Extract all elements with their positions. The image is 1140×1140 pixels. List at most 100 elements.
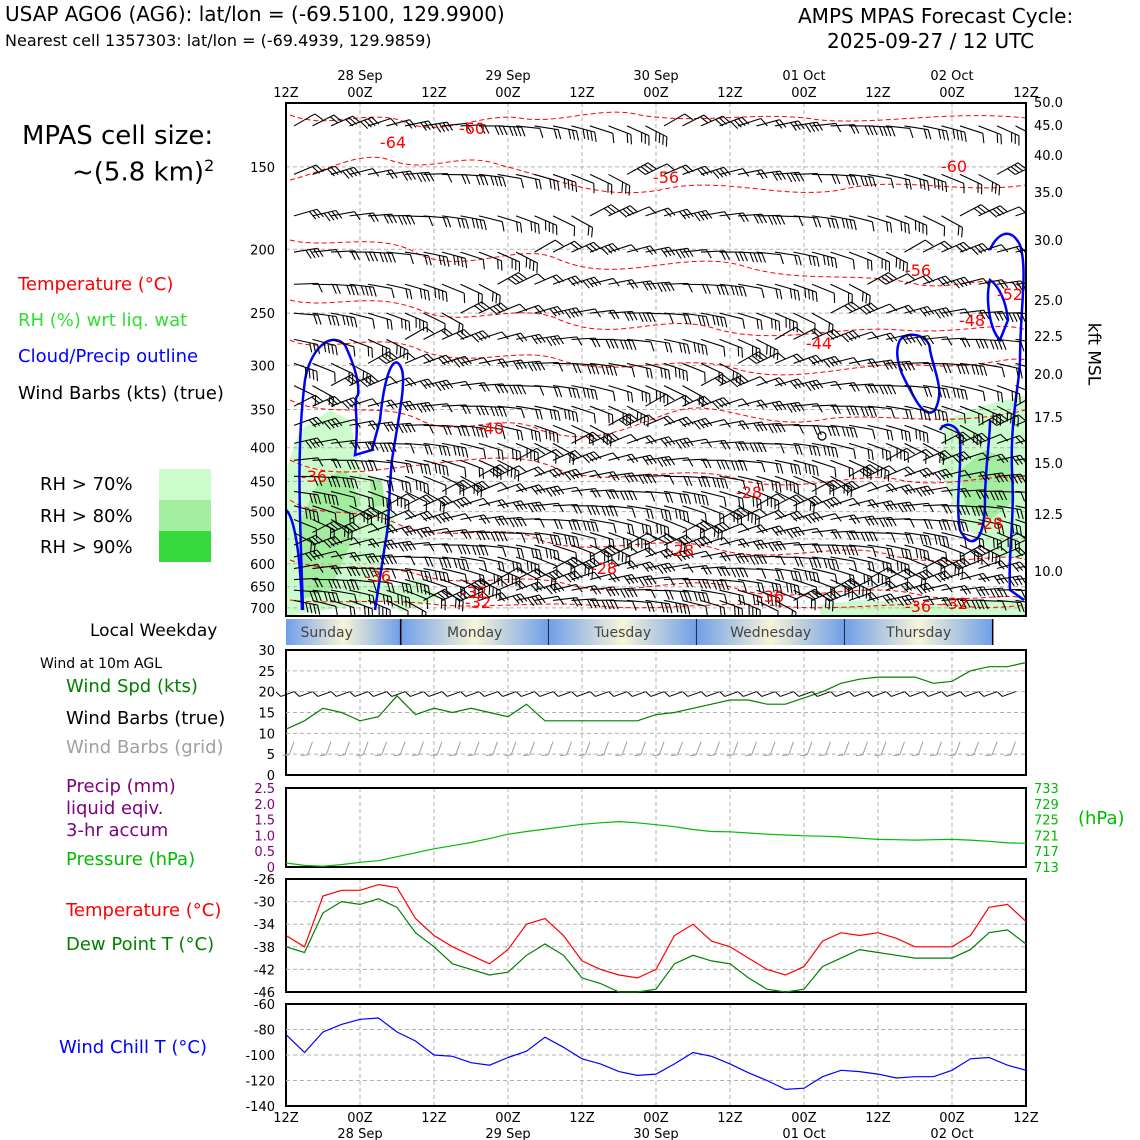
barb-feather (978, 413, 980, 424)
barb-feather (849, 515, 857, 525)
barb-feather (845, 218, 849, 229)
barb-feather (853, 220, 857, 231)
barb-feather (923, 307, 931, 316)
wind-barb (404, 459, 432, 476)
barb-feather (404, 319, 407, 330)
barb-feather (946, 597, 953, 607)
barb-feather (650, 312, 656, 322)
barb-feather (770, 318, 773, 329)
barb-shaft (349, 312, 373, 320)
barb-feather (534, 485, 542, 494)
barb-shaft (756, 400, 781, 407)
wind-barb (534, 582, 565, 595)
barb-shaft (922, 504, 947, 507)
barb-feather (730, 121, 739, 129)
barb-shaft (973, 741, 979, 755)
barb-feather (683, 248, 690, 258)
barb-feather (678, 419, 687, 428)
barb-feather (970, 247, 979, 256)
barb-feather (789, 583, 793, 594)
barb-feather (662, 134, 664, 145)
wind-barb (460, 283, 483, 305)
barb-feather (712, 170, 720, 179)
barb-feather (502, 125, 508, 136)
barb-feather (594, 585, 602, 595)
barb-feather (683, 494, 688, 504)
barb-shaft (428, 691, 443, 697)
wind-barb (312, 505, 337, 524)
wind-barb (534, 239, 564, 253)
barb-shaft (367, 567, 393, 570)
surface-barb-true (793, 691, 813, 697)
barb-feather (705, 565, 712, 575)
barb-feather (683, 343, 687, 354)
pressure-tick-label: 650 (250, 581, 275, 596)
barb-feather (342, 580, 348, 590)
wind-barb (404, 494, 435, 507)
barb-feather (885, 450, 888, 461)
barb-feather (858, 584, 861, 595)
barb-shaft (552, 215, 575, 227)
wind-barb (1015, 207, 1026, 217)
wind-barb (626, 414, 657, 426)
barb-shaft (700, 521, 723, 534)
barb-shaft (663, 457, 688, 461)
barb-shaft (589, 125, 613, 134)
barb-feather (774, 596, 777, 607)
surface-barb-grid (763, 741, 776, 757)
top-hour-label: 00Z (495, 86, 521, 101)
barb-shaft (700, 211, 725, 217)
barb-shaft (608, 433, 631, 444)
wind-barb (589, 277, 620, 287)
barb-feather (342, 315, 346, 326)
barb-shaft (978, 599, 1003, 602)
barb-shaft (386, 525, 410, 534)
isotherm-label: -36 (905, 597, 931, 616)
barb-feather (982, 573, 990, 582)
barb-shaft (645, 533, 668, 546)
wind-barb (1015, 281, 1026, 285)
barb-feather (575, 130, 580, 141)
barb-feather (605, 587, 612, 597)
barb-feather (889, 451, 892, 462)
wind-barb (293, 312, 322, 325)
barb-feather (1001, 508, 1006, 518)
barb-feather (593, 413, 596, 424)
barb-shaft (497, 442, 521, 453)
barb-feather (520, 593, 528, 602)
wind-barb (978, 505, 1006, 518)
surface-barb-grid (1003, 741, 1016, 757)
barb-feather (405, 481, 408, 492)
rh80-swatch (159, 500, 211, 531)
barb-feather (442, 217, 448, 228)
barb-feather (490, 532, 496, 542)
wind-barb (552, 570, 583, 583)
barb-feather (545, 586, 553, 595)
barb-feather (535, 409, 539, 419)
barb-shaft (515, 125, 540, 129)
barb-feather (906, 447, 916, 455)
barb-shaft (663, 113, 686, 127)
wind-barb (737, 505, 760, 527)
barb-shaft (756, 555, 781, 558)
wind-barb (867, 384, 897, 395)
barb-shaft (404, 378, 429, 387)
barb-feather (441, 356, 450, 365)
barb-feather (720, 478, 725, 489)
barb-feather (570, 565, 572, 576)
barb-feather (792, 496, 801, 504)
barb-feather (609, 472, 616, 481)
barb-feather (627, 391, 630, 402)
barb-feather (703, 520, 712, 528)
barb-shaft (584, 741, 591, 755)
barb-feather (901, 361, 908, 371)
barb-feather (377, 511, 380, 522)
barb-shaft (539, 691, 554, 697)
barb-feather (590, 488, 597, 498)
barb-feather (944, 240, 953, 248)
barb-shaft (349, 441, 374, 444)
wind-barb (460, 497, 491, 507)
barb-feather (352, 522, 361, 530)
barb-feather (344, 377, 354, 385)
barb-shaft (1015, 505, 1026, 512)
